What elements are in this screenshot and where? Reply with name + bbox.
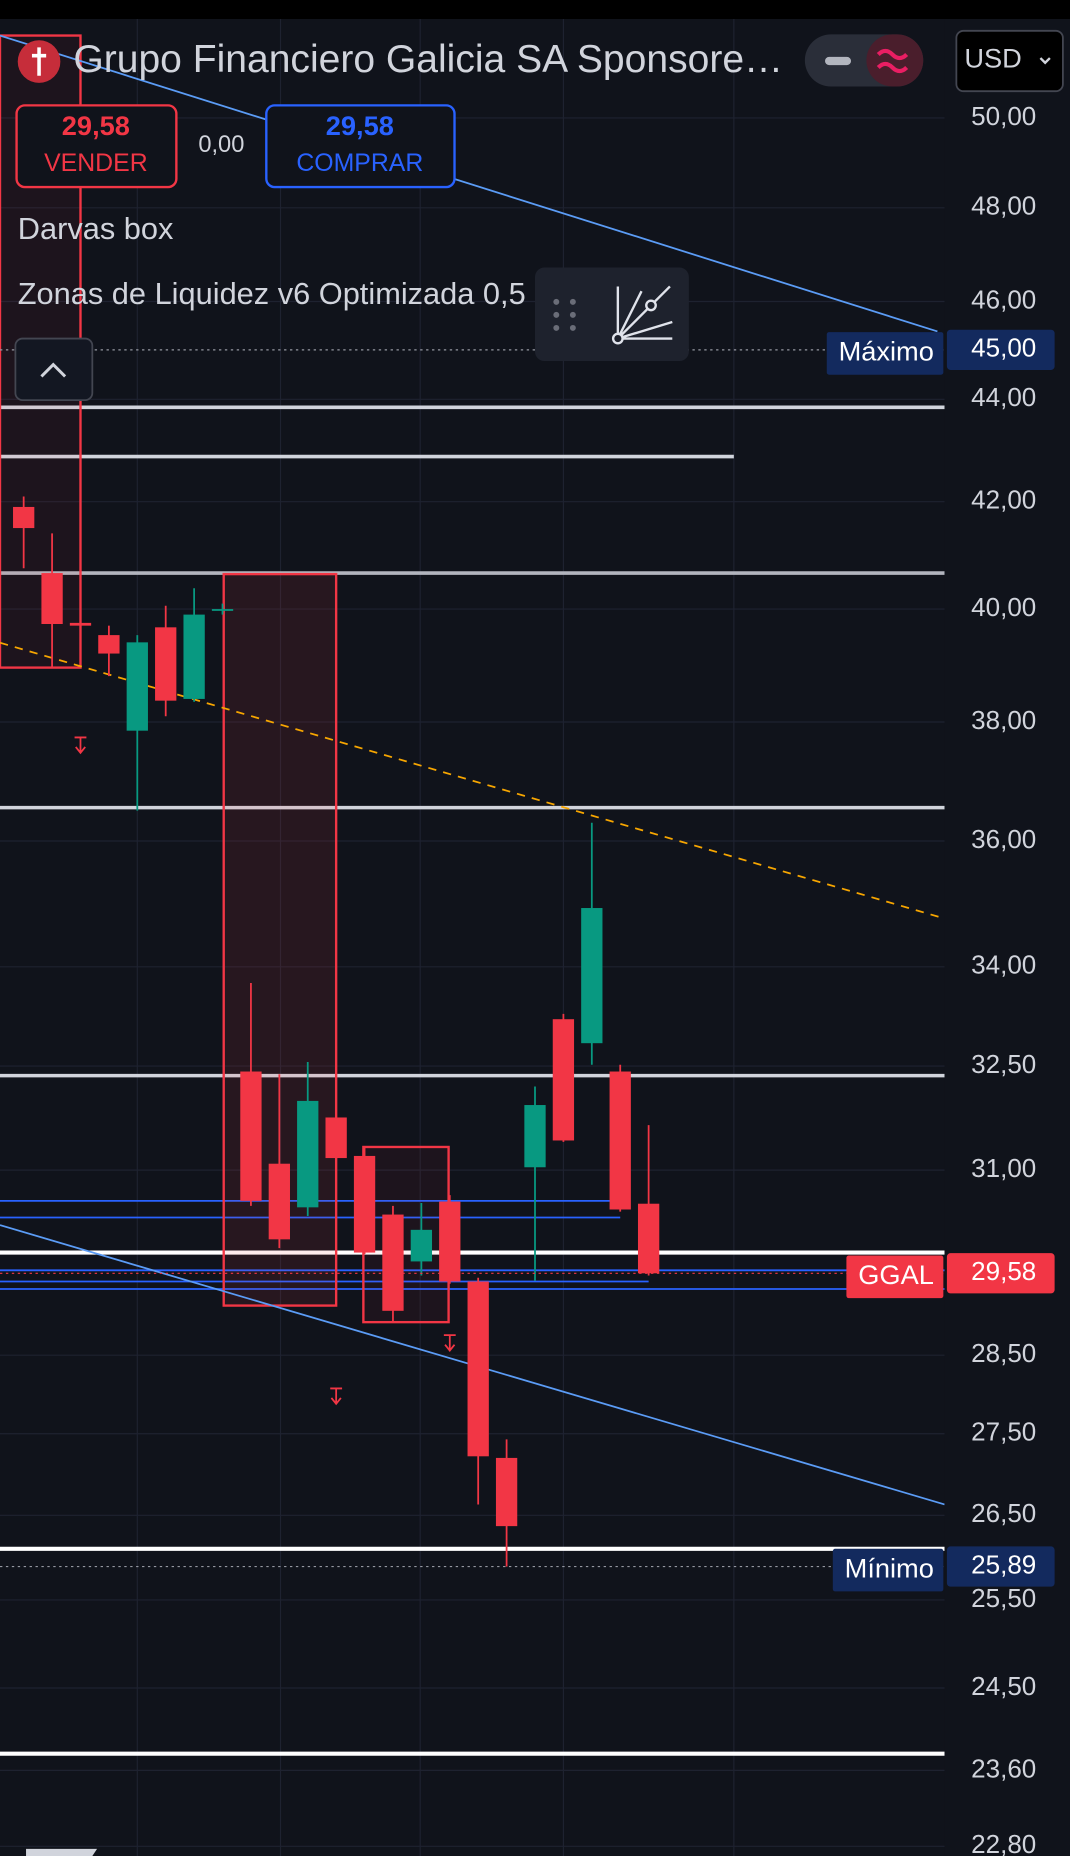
price-tag-value: 45,00 xyxy=(971,333,1036,363)
status-bar xyxy=(0,0,1070,19)
price-tag xyxy=(946,1546,1055,1587)
toggle-active[interactable] xyxy=(866,34,924,87)
y-tick-label: 28,50 xyxy=(971,1338,1036,1368)
sell-price: 29,58 xyxy=(62,110,130,141)
y-tick-label: 38,00 xyxy=(971,705,1036,735)
logo-glyph xyxy=(31,47,47,76)
y-tick-label: 44,00 xyxy=(971,382,1036,412)
y-tick-label: 50,00 xyxy=(971,101,1036,131)
y-tick-label: 46,00 xyxy=(971,284,1036,314)
candle-body xyxy=(268,1163,290,1240)
y-tick-label: 24,50 xyxy=(971,1671,1036,1701)
currency-label: USD xyxy=(964,43,1021,74)
price-tag-name-box xyxy=(826,332,944,375)
price-tag-name: Mínimo xyxy=(845,1552,934,1583)
y-tick-label: 26,50 xyxy=(971,1498,1036,1528)
buy-price: 29,58 xyxy=(326,110,394,141)
spread: 0,00 xyxy=(198,132,244,158)
candle-body xyxy=(126,642,148,731)
indicator-label[interactable]: Darvas box xyxy=(18,211,174,246)
chevron-up xyxy=(40,362,67,378)
buy-button[interactable] xyxy=(265,104,456,189)
y-tick-label: 22,80 xyxy=(971,1829,1036,1856)
y-tick-label: 27,50 xyxy=(971,1417,1036,1447)
candle-body xyxy=(410,1229,433,1262)
chevron xyxy=(1039,57,1051,65)
candle-body xyxy=(98,635,120,654)
candle-body xyxy=(240,1071,262,1201)
sell-button[interactable] xyxy=(15,104,178,189)
compare-icon xyxy=(876,48,909,74)
buy-label: COMPRAR xyxy=(296,150,423,177)
y-tick-label: 48,00 xyxy=(971,191,1036,221)
candle-body xyxy=(69,622,92,626)
candle-body xyxy=(552,1019,575,1141)
candle-body xyxy=(495,1457,518,1527)
candle-body xyxy=(581,908,603,1044)
price-tag-name: Máximo xyxy=(839,336,934,367)
candle-body xyxy=(439,1201,461,1282)
candle-body xyxy=(467,1281,489,1457)
trend-line xyxy=(0,641,945,920)
symbol-title[interactable]: Grupo Financiero Galicia SA Sponsore… xyxy=(73,38,783,81)
candle-body xyxy=(353,1155,376,1253)
price-tag-value: 25,89 xyxy=(971,1549,1036,1579)
candle-body xyxy=(637,1203,660,1274)
collapse-button[interactable] xyxy=(14,337,94,401)
candle-body xyxy=(297,1100,319,1208)
candle-body xyxy=(609,1071,631,1210)
price-tag xyxy=(946,329,1055,370)
price-tag-value: 29,58 xyxy=(971,1256,1036,1286)
candle-body xyxy=(211,609,234,611)
y-tick-label: 32,50 xyxy=(971,1049,1036,1079)
y-tick-label: 42,00 xyxy=(971,485,1036,515)
candle-body xyxy=(155,627,177,701)
price-tag-name-box xyxy=(846,1255,944,1299)
y-tick-label: 23,60 xyxy=(971,1753,1036,1783)
y-tick-label: 36,00 xyxy=(971,824,1036,854)
minus-icon xyxy=(824,56,852,66)
candle-body xyxy=(13,506,35,529)
price-tag xyxy=(946,1253,1055,1294)
candle-body xyxy=(183,614,205,699)
trend-line xyxy=(0,34,938,333)
candle-body xyxy=(325,1117,347,1159)
y-tick-label: 31,00 xyxy=(971,1153,1036,1183)
watermark-logo xyxy=(26,1848,98,1856)
fib-tool-icon[interactable] xyxy=(611,285,673,345)
y-tick-label: 25,50 xyxy=(971,1583,1036,1613)
darvas-box xyxy=(362,1145,450,1324)
price-tag-name: GGAL xyxy=(858,1259,934,1290)
drag-handle xyxy=(553,298,576,331)
candle-body xyxy=(382,1214,404,1311)
y-tick-label: 34,00 xyxy=(971,950,1036,980)
price-tag-name-box xyxy=(832,1548,944,1592)
candle-body xyxy=(524,1105,546,1168)
currency-button[interactable] xyxy=(955,29,1064,93)
signal-arrows xyxy=(74,736,456,1406)
sell-label: VENDER xyxy=(44,150,148,177)
candle-body xyxy=(41,573,63,624)
indicator-label[interactable]: Zonas de Liquidez v6 Optimizada 0,5 xyxy=(18,276,526,311)
y-tick-label: 40,00 xyxy=(971,592,1036,622)
